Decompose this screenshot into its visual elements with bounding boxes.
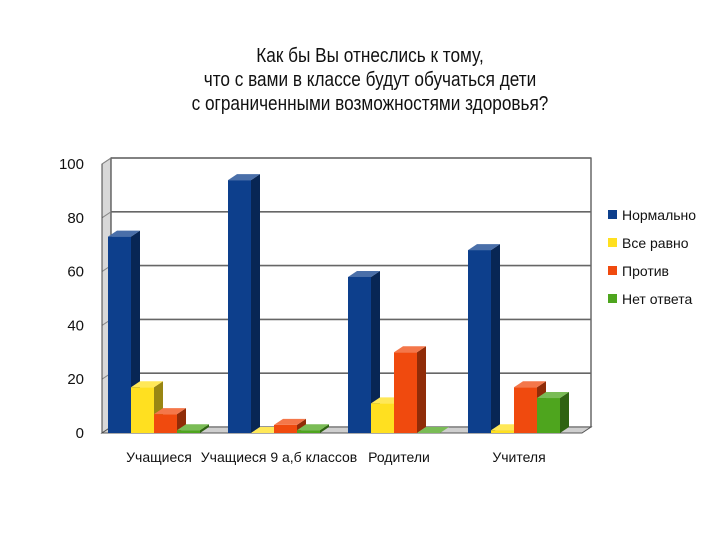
x-tick-label: Родители [368, 449, 430, 465]
bar-front [468, 250, 491, 433]
bar-top [274, 418, 306, 425]
bar-side [417, 346, 426, 433]
y-tick-label: 0 [76, 425, 84, 442]
bar-top [417, 427, 449, 433]
x-tick-label: Учителя [492, 449, 545, 465]
bar-front [371, 403, 394, 433]
gridline-side [101, 211, 112, 219]
bar-top [348, 270, 380, 277]
bar-side [560, 392, 569, 433]
y-tick-label: 60 [67, 264, 84, 281]
legend-swatch [608, 266, 617, 275]
bar [348, 270, 380, 433]
legend-swatch [608, 210, 617, 219]
bar [394, 346, 426, 433]
legend-label: Нормально [622, 207, 696, 223]
gridline-side [101, 157, 112, 165]
bar [537, 392, 569, 433]
legend-swatch [608, 238, 617, 247]
bar-front [514, 387, 537, 433]
bar-front [177, 430, 200, 433]
chart-title: Как бы Вы отнеслись к тому, что с вами в… [155, 44, 585, 116]
y-tick-label: 80 [67, 210, 84, 227]
bar-side [491, 244, 500, 433]
bar-front [154, 414, 177, 433]
bar-top [537, 392, 569, 399]
bar-top [297, 424, 329, 431]
bar [177, 424, 209, 433]
title-line-2: что с вами в классе будут обучаться дети [203, 69, 537, 91]
bar-front [297, 430, 320, 433]
bar-top [131, 381, 163, 388]
bar-side [371, 270, 380, 433]
bar-front [108, 236, 131, 433]
bar [228, 174, 260, 433]
legend-label: Нет ответа [622, 291, 692, 307]
bar [417, 427, 449, 433]
legend-label: Против [622, 263, 669, 279]
bar-front [274, 424, 297, 433]
legend-swatch [608, 294, 617, 303]
x-tick-label: Учащиеся 9 а,б классов [201, 449, 357, 465]
x-tick-label: Учащиеся [126, 449, 192, 465]
bar-front [537, 398, 560, 433]
bar-side [320, 424, 329, 433]
bar-top [228, 174, 260, 181]
bar-top [514, 381, 546, 388]
y-tick-label: 40 [67, 317, 84, 334]
bar-front [348, 276, 371, 433]
bar-front [491, 430, 514, 433]
bar-front [228, 180, 251, 433]
bar-top [177, 424, 209, 431]
bar [108, 230, 140, 433]
bar-top [108, 230, 140, 237]
title-line-3: с ограниченными возможностями здоровья? [191, 93, 549, 115]
bar-front [394, 352, 417, 433]
legend-label: Все равно [622, 235, 689, 251]
title-line-1: Как бы Вы отнеслись к тому, [256, 45, 484, 67]
bar-side [251, 174, 260, 433]
bar-front [131, 387, 154, 433]
y-tick-label: 100 [59, 156, 84, 173]
bar-top [468, 244, 500, 251]
bar-side [200, 424, 209, 433]
bar-top [394, 346, 426, 353]
y-tick-label: 20 [67, 371, 84, 388]
bar-side [131, 230, 140, 433]
bar [468, 244, 500, 433]
bar-top [154, 408, 186, 415]
bar [297, 424, 329, 433]
